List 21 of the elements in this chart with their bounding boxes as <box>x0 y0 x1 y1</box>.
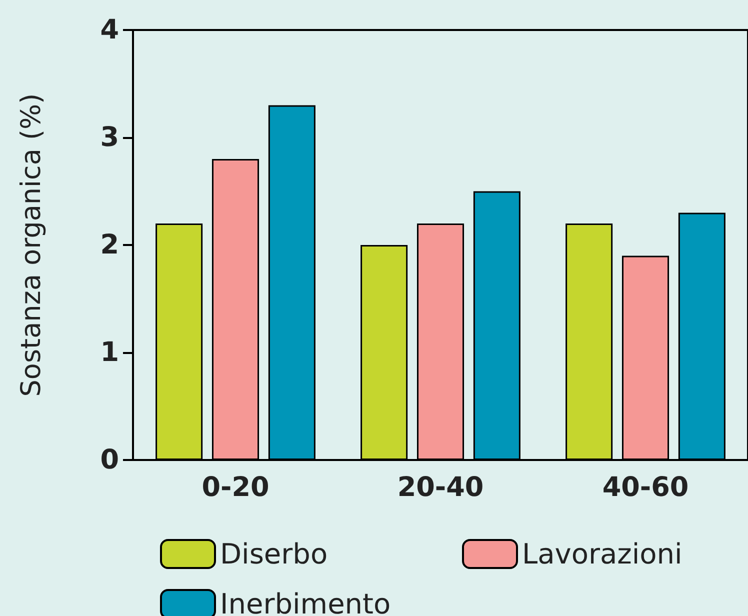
bar <box>566 224 613 460</box>
y-tick-label: 0 <box>100 444 119 476</box>
y-tick-label: 3 <box>100 122 119 153</box>
y-tick-label: 2 <box>100 230 119 260</box>
bar <box>678 212 726 460</box>
legend-label: Lavorazioni <box>522 538 682 570</box>
y-tick-label: 4 <box>100 14 119 46</box>
bar <box>156 224 203 460</box>
x-tick-label: 20-40 <box>397 472 484 503</box>
bar <box>268 105 316 460</box>
legend-label: Diserbo <box>220 538 328 570</box>
x-tick-label: 0-20 <box>202 472 270 503</box>
bar <box>212 159 260 460</box>
bar <box>360 245 408 460</box>
y-axis-title: Sostanza organica (%) <box>16 93 47 397</box>
bar <box>622 256 670 460</box>
bar <box>416 224 464 460</box>
legend-label: Inerbimento <box>220 588 391 616</box>
bar <box>473 191 520 460</box>
x-tick-label: 40-60 <box>602 472 689 503</box>
y-tick-label: 1 <box>100 337 119 368</box>
